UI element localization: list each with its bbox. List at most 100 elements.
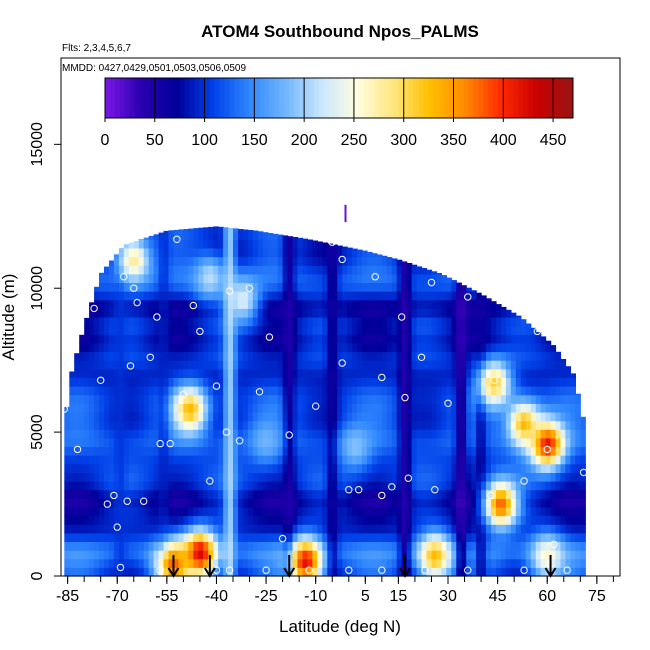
heatmap-cell	[267, 498, 274, 508]
heatmap-cell	[277, 472, 284, 482]
heatmap-cell	[302, 550, 309, 560]
heatmap-cell	[466, 394, 472, 404]
heatmap-cell	[406, 360, 413, 370]
heatmap-cell	[461, 334, 467, 344]
heatmap-cell	[381, 463, 388, 473]
heatmap-cell	[302, 299, 309, 309]
heatmap-cell	[118, 498, 125, 508]
heatmap-cell	[218, 463, 224, 473]
heatmap-cell	[451, 446, 457, 456]
heatmap-cell	[322, 463, 328, 473]
heatmap-cell	[481, 360, 487, 370]
sample-point	[255, 388, 264, 396]
heatmap-cell	[505, 420, 512, 430]
heatmap-cell	[203, 386, 209, 396]
heatmap-cell	[158, 558, 165, 568]
heatmap-cell	[223, 524, 229, 534]
heatmap-cell	[441, 489, 447, 499]
colorbar-cell	[488, 78, 494, 118]
heatmap-cell	[347, 342, 353, 353]
heatmap-cell	[252, 282, 259, 292]
colorbar-tick-label: 450	[540, 132, 567, 149]
heatmap-cell	[252, 256, 259, 266]
heatmap-cell	[272, 541, 279, 551]
heatmap-cell	[347, 360, 353, 370]
heatmap-cell	[277, 394, 284, 404]
heatmap-cell	[401, 463, 408, 473]
heatmap-cell	[203, 265, 209, 275]
heatmap-cell	[381, 498, 388, 508]
heatmap-cell	[113, 342, 120, 353]
colorbar-cell	[129, 78, 136, 118]
heatmap-cell	[123, 334, 130, 344]
heatmap-cell	[69, 541, 75, 551]
heatmap-cell	[233, 342, 239, 353]
heatmap-cell	[183, 429, 189, 439]
heatmap-cell	[337, 291, 343, 301]
heatmap-cell	[446, 550, 452, 560]
heatmap-cell	[198, 265, 204, 275]
heatmap-cell	[486, 437, 492, 448]
heatmap-cell	[510, 394, 517, 404]
heatmap-cell	[74, 446, 80, 456]
heatmap-cell	[491, 446, 497, 456]
heatmap-cell	[441, 429, 447, 439]
heatmap-cell	[550, 550, 557, 560]
heatmap-cell	[357, 308, 363, 318]
sample-point	[173, 235, 181, 244]
heatmap-cell	[500, 498, 507, 508]
heatmap-cell	[153, 463, 160, 473]
heatmap-cell	[401, 342, 408, 353]
heatmap-cell	[133, 317, 140, 327]
heatmap-cell	[99, 386, 105, 396]
heatmap-cell	[436, 429, 442, 439]
heatmap-cell	[391, 524, 398, 534]
heatmap-cell	[431, 412, 438, 422]
heatmap-cell	[242, 291, 249, 301]
heatmap-cell	[530, 455, 537, 465]
heatmap-cell	[218, 515, 224, 525]
x-tick-label: -25	[255, 588, 278, 605]
heatmap-cell	[500, 515, 507, 525]
heatmap-cell	[133, 351, 140, 361]
heatmap-cell	[441, 317, 447, 327]
heatmap-cell	[128, 420, 135, 430]
heatmap-cell	[411, 273, 418, 283]
heatmap-cell	[74, 498, 80, 508]
heatmap-cell	[168, 282, 175, 292]
heatmap-cell	[104, 506, 110, 517]
heatmap-cell	[213, 446, 219, 456]
heatmap-cell	[307, 317, 313, 327]
heatmap-cell	[133, 567, 140, 577]
heatmap-cell	[242, 282, 249, 292]
heatmap-cell	[109, 308, 115, 318]
heatmap-cell	[376, 282, 383, 292]
heatmap-cell	[247, 489, 254, 499]
heatmap-cell	[322, 368, 328, 378]
heatmap-cell	[386, 308, 393, 318]
heatmap-cell	[327, 368, 333, 378]
heatmap-cell	[282, 463, 289, 473]
colorbar-cell	[259, 78, 265, 118]
heatmap-cell	[302, 317, 309, 327]
heatmap-cell	[84, 463, 90, 473]
heatmap-cell	[505, 472, 512, 482]
heatmap-cell	[302, 368, 309, 378]
heatmap-cell	[357, 317, 363, 327]
heatmap-cell	[431, 394, 438, 404]
heatmap-cell	[183, 550, 189, 560]
heatmap-cell	[550, 481, 557, 491]
heatmap-cell	[357, 368, 363, 378]
heatmap-cell	[297, 403, 304, 413]
heatmap-cell	[535, 481, 542, 491]
heatmap-cell	[510, 455, 517, 465]
heatmap-cell	[153, 386, 160, 396]
heatmap-cell	[138, 360, 145, 370]
heatmap-cell	[302, 351, 309, 361]
heatmap-cell	[347, 506, 353, 517]
heatmap-cell	[396, 558, 403, 568]
heatmap-cell	[277, 463, 284, 473]
heatmap-cell	[560, 368, 567, 378]
heatmap-cell	[476, 360, 482, 370]
heatmap-cell	[371, 455, 378, 465]
